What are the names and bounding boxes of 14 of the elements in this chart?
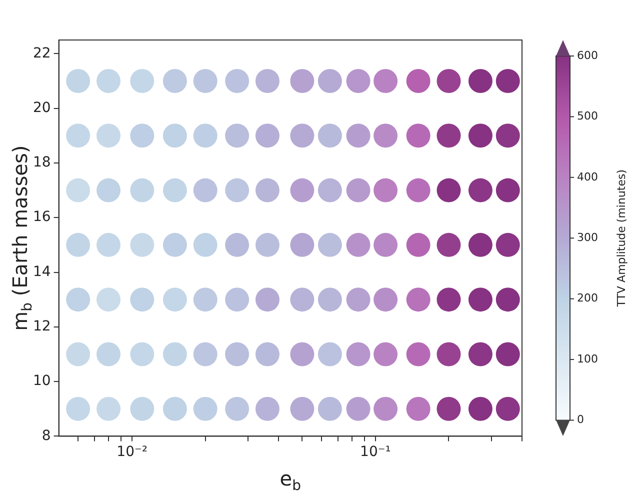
color-bar-label: 300 [577,230,598,244]
y-tick-label: 22 [32,45,51,62]
x-tick-label: 10⁻² [116,444,148,460]
x-tick-label: 10⁻¹ [360,444,391,460]
color-bar-label: 400 [577,170,598,184]
y-tick-label: 10 [32,373,51,390]
color-bar-label: 500 [577,110,598,123]
color-bar-title: TTV Amplitude (minutes) [614,169,628,308]
color-bar-label: 200 [577,292,598,305]
color-bar-label: 600 [577,48,598,62]
color-bar-label: 0 [577,413,584,426]
y-tick-label: 20 [32,100,51,116]
y-tick-label: 8 [42,428,51,444]
color-bar-label: 100 [577,352,598,366]
